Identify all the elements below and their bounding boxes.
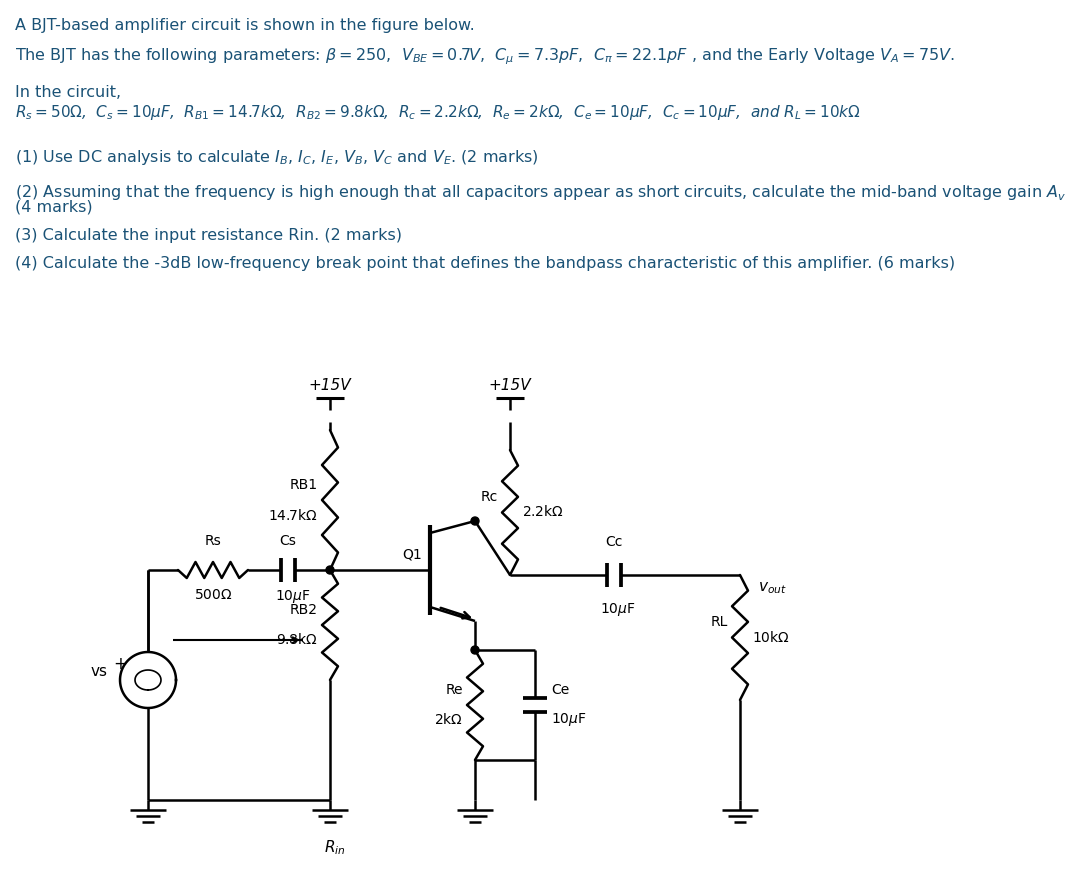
Text: Cc: Cc xyxy=(606,535,623,549)
Text: 10$\mu$F: 10$\mu$F xyxy=(600,601,635,618)
Text: RL: RL xyxy=(710,615,728,629)
Text: 10$\mu$F: 10$\mu$F xyxy=(276,588,311,605)
Text: 10$\mu$F: 10$\mu$F xyxy=(551,712,586,728)
Text: $R_{in}$: $R_{in}$ xyxy=(325,838,346,857)
Circle shape xyxy=(326,566,334,574)
Text: +15V: +15V xyxy=(489,378,531,393)
Text: 10k$\Omega$: 10k$\Omega$ xyxy=(752,630,790,645)
Text: +: + xyxy=(113,655,127,673)
Text: RB2: RB2 xyxy=(290,603,318,617)
Circle shape xyxy=(471,517,480,525)
Text: vs: vs xyxy=(91,665,108,679)
Text: $R_s = 50\Omega$,  $C_s = 10\mu F$,  $R_{B1} = 14.7k\Omega$,  $R_{B2} = 9.8k\Ome: $R_s = 50\Omega$, $C_s = 10\mu F$, $R_{B… xyxy=(15,103,861,122)
Text: (2) Assuming that the frequency is high enough that all capacitors appear as sho: (2) Assuming that the frequency is high … xyxy=(15,178,1068,211)
Text: In the circuit,: In the circuit, xyxy=(15,85,121,100)
Text: (1) Use DC analysis to calculate $I_B$, $I_C$, $I_E$, $V_B$, $V_C$ and $V_E$. (2: (1) Use DC analysis to calculate $I_B$, … xyxy=(15,148,538,167)
Text: 2.2k$\Omega$: 2.2k$\Omega$ xyxy=(522,504,564,519)
Text: Ce: Ce xyxy=(551,683,569,697)
Text: (3) Calculate the input resistance Rin. (2 marks): (3) Calculate the input resistance Rin. … xyxy=(15,228,402,243)
Text: RB1: RB1 xyxy=(289,478,318,492)
Text: 9.8k$\Omega$: 9.8k$\Omega$ xyxy=(277,632,318,647)
Text: $v_{out}$: $v_{out}$ xyxy=(758,580,787,596)
Text: (4) Calculate the -3dB low-frequency break point that defines the bandpass chara: (4) Calculate the -3dB low-frequency bre… xyxy=(15,256,955,271)
Text: 14.7k$\Omega$: 14.7k$\Omega$ xyxy=(268,508,318,523)
Text: Re: Re xyxy=(445,683,464,697)
Text: (4 marks): (4 marks) xyxy=(15,200,93,215)
Text: 500$\Omega$: 500$\Omega$ xyxy=(193,588,233,602)
Text: 2k$\Omega$: 2k$\Omega$ xyxy=(434,712,464,727)
Text: Q1: Q1 xyxy=(403,548,422,562)
Text: The BJT has the following parameters: $\beta = 250$,  $V_{BE} = 0.7V$,  $C_{\mu}: The BJT has the following parameters: $\… xyxy=(15,46,955,66)
Text: Rs: Rs xyxy=(205,534,221,548)
Text: +15V: +15V xyxy=(309,378,351,393)
Text: Rc: Rc xyxy=(481,490,498,504)
Text: Cs: Cs xyxy=(280,534,297,548)
Text: A BJT-based amplifier circuit is shown in the figure below.: A BJT-based amplifier circuit is shown i… xyxy=(15,18,475,33)
Circle shape xyxy=(471,646,480,654)
